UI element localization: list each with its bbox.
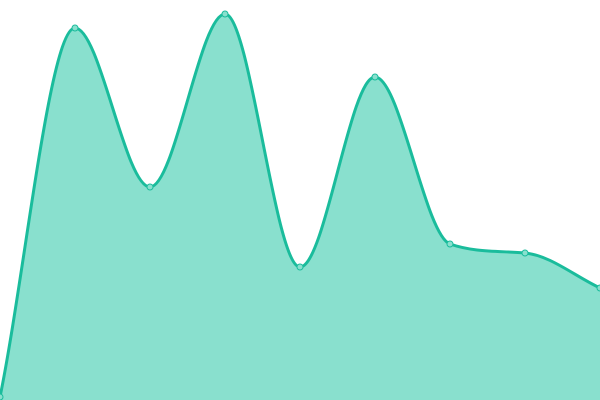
data-points: [0, 10, 600, 400]
data-point-5: [371, 73, 379, 81]
data-point-1: [71, 24, 79, 32]
data-point-8: [596, 284, 600, 292]
data-point-2: [146, 183, 154, 191]
data-point-6: [446, 240, 454, 248]
data-point-7: [521, 249, 529, 257]
area-fill: [0, 14, 600, 400]
data-point-4: [296, 263, 304, 271]
data-point-0: [0, 393, 4, 400]
data-point-3: [221, 10, 229, 18]
